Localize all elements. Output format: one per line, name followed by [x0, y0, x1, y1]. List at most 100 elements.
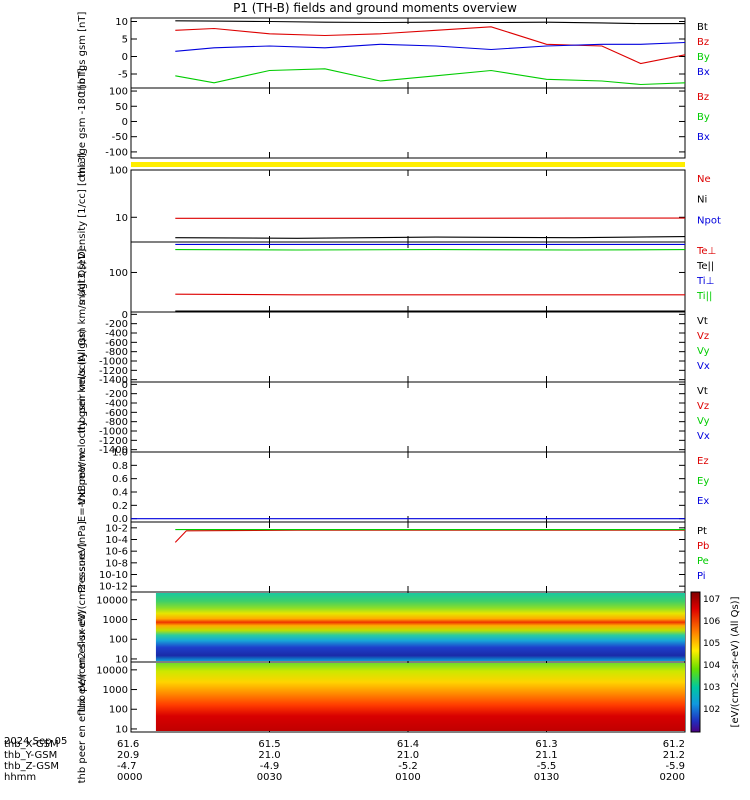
- ytick-label-fge: 100: [109, 87, 128, 98]
- series-fgs-By: [175, 68, 686, 86]
- ytick-label-efield: 0.8: [112, 461, 128, 472]
- ytick-label-peer_velocity: 0: [122, 380, 128, 391]
- ylabel-pressure: Pressure [nPa]: [77, 521, 88, 593]
- legend-fge-Bz: Bz: [697, 92, 709, 103]
- ytick-label-peer_velocity: -1200: [99, 436, 128, 447]
- colorbar-label-group: [eV/(cm2-s-sr-eV) (All Qs)]: [730, 596, 741, 727]
- colorbar-tick: 105: [703, 639, 720, 649]
- footer-row-value: -5.2: [398, 761, 418, 772]
- colorbar-tick: 104: [703, 661, 720, 671]
- legend-pressure-Pi: Pi: [697, 571, 706, 582]
- ylabel-text-pressure: Pressure [nPa]: [77, 521, 88, 593]
- legend-pressure-Pt: Pt: [697, 526, 707, 537]
- panel-frame-density: [130, 169, 686, 243]
- panel-frame-temperature: [130, 241, 686, 313]
- legend-density-Ne: Ne: [697, 174, 711, 185]
- ytick-label-efield: 1.0: [112, 448, 128, 459]
- panel-frame-fge: [130, 87, 686, 159]
- ylabel-text-efield: E=-VxB mV/m: [77, 452, 88, 522]
- series-density-Ni: [175, 236, 686, 239]
- footer-row-value: 0100: [395, 772, 420, 783]
- ytick-label-peir_velocity: -600: [105, 338, 128, 349]
- legend-peir_velocity-Vx: Vx: [697, 361, 710, 372]
- ylabel-text-peir_velocity: thb peir velocity gsm km/s (All Qs): [77, 260, 88, 433]
- ytick-label-density: 100: [109, 166, 128, 177]
- ytick-label-peer_eflux: 10000: [96, 665, 128, 676]
- ytick-label-peer_eflux: 100: [109, 705, 128, 716]
- panel-frame-peer_velocity: [130, 381, 686, 453]
- footer-row-label: thb_Z-GSM: [4, 761, 59, 772]
- legend-temperature-Ti⊥: Ti⊥: [696, 276, 714, 287]
- footer-row-value: 0030: [257, 772, 282, 783]
- panel-frame-efield: [130, 451, 686, 523]
- colorbar-label: [eV/(cm2-s-sr-eV) (All Qs)]: [730, 596, 741, 727]
- ytick-label-peer_velocity: -1000: [99, 427, 128, 438]
- ytick-label-pressure: 10-8: [105, 558, 128, 569]
- ytick-label-fge: -50: [112, 132, 128, 143]
- panel-frame-peir_velocity: [130, 311, 686, 383]
- ytick-label-density: 10: [115, 213, 128, 224]
- ytick-label-peer_velocity: -1400: [99, 445, 128, 456]
- ylabel-fgs: thb fgs gsm [nT]: [77, 12, 88, 95]
- footer-row-label: hhmm: [4, 772, 36, 783]
- ytick-label-peir_velocity: -200: [105, 319, 128, 330]
- ytick-label-peir_velocity: -1400: [99, 375, 128, 386]
- ytick-label-peir_velocity: -1000: [99, 357, 128, 368]
- footer-row-value: 0200: [660, 772, 685, 783]
- ylabel-text-fge: thb fge gsm -180 [nT]: [77, 68, 88, 178]
- legend-fgs-Bt: Bt: [697, 22, 708, 33]
- footer-row-value: 61.5: [258, 739, 280, 750]
- legend-efield-Ex: Ex: [697, 496, 709, 507]
- legend-density-Ni: Ni: [697, 195, 707, 206]
- legend-peir_velocity-Vy: Vy: [697, 346, 710, 357]
- ytick-label-peir_velocity: -1200: [99, 366, 128, 377]
- footer-row-value: -5.5: [537, 761, 557, 772]
- ytick-label-peer_eflux: 10: [115, 724, 128, 735]
- legend-fgs-By: By: [697, 52, 710, 63]
- ytick-label-peir_velocity: -800: [105, 347, 128, 358]
- ytick-label-fgs: 5: [122, 35, 128, 46]
- ylabel-text-peer_eflux: thb peer en eflux eV/(cm2-s-sr-eV): [77, 611, 88, 784]
- ytick-label-efield: 0.2: [112, 501, 128, 512]
- footer-row-value: -5.9: [665, 761, 685, 772]
- series-fgs-Bx: [175, 41, 686, 52]
- ytick-label-temperature: 100: [109, 268, 128, 279]
- legend-efield-Ez: Ez: [697, 456, 709, 467]
- footer-row-value: 20.9: [117, 750, 139, 761]
- ylabel-density: Density [1/cc] [cm-3]: [77, 153, 88, 259]
- legend-temperature-Te⊥: Te⊥: [696, 246, 716, 257]
- ytick-label-pressure: 10-2: [105, 523, 128, 534]
- footer-row-value: 0130: [534, 772, 559, 783]
- ytick-label-fgs: 0: [122, 52, 128, 63]
- ytick-label-peir_velocity: -400: [105, 329, 128, 340]
- footer-row-value: 61.6: [117, 739, 139, 750]
- ylabel-text-peer_velocity: thb peer velocity gsm km/s (All Qs): [77, 329, 88, 505]
- legend-peer_velocity-Vz: Vz: [697, 401, 709, 412]
- ytick-label-peer_eflux: 1000: [103, 685, 128, 696]
- heatmap-peir_eflux: [155, 593, 685, 661]
- colorbar-tick: 106: [703, 617, 720, 627]
- footer-row-value: -4.9: [260, 761, 280, 772]
- legend-peer_velocity-Vy: Vy: [697, 416, 710, 427]
- colorbar-tick: 102: [703, 705, 720, 715]
- ylabel-text-temperature: magt3 [eV]: [77, 249, 88, 306]
- heatmap-peer_eflux: [155, 663, 685, 731]
- ylabel-temperature: magt3 [eV]: [77, 249, 88, 306]
- ytick-label-peer_velocity: -800: [105, 417, 128, 428]
- ytick-label-peir_eflux: 100: [109, 635, 128, 646]
- colorbar: [690, 591, 701, 733]
- ytick-label-pressure: 10-12: [99, 582, 128, 593]
- ytick-label-fgs: 10: [115, 17, 128, 28]
- ytick-label-peer_velocity: -600: [105, 408, 128, 419]
- ytick-label-peir_eflux: 10000: [96, 595, 128, 606]
- footer-row-value: 61.3: [535, 739, 557, 750]
- ylabel-fge: thb fge gsm -180 [nT]: [77, 68, 88, 178]
- ytick-label-peer_velocity: -400: [105, 399, 128, 410]
- colorbar-tick: 107: [703, 595, 720, 605]
- legend-pressure-Pe: Pe: [697, 556, 709, 567]
- legend-efield-Ey: Ey: [697, 476, 709, 487]
- footer-row-value: 61.4: [397, 739, 419, 750]
- legend-temperature-Ti||: Ti||: [696, 291, 712, 302]
- figure-title: P1 (TH-B) fields and ground moments over…: [233, 1, 517, 15]
- legend-peir_velocity-Vt: Vt: [697, 316, 708, 327]
